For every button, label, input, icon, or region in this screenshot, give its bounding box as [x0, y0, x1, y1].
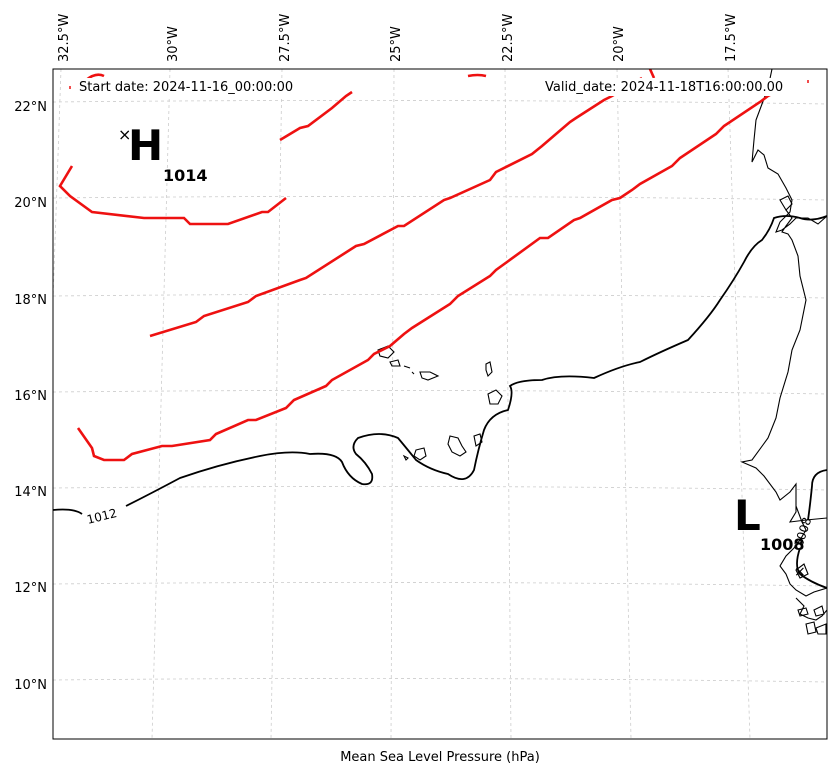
africa-coastline: [740, 69, 827, 621]
lat-tick-label: 16°N: [14, 389, 47, 404]
isobar-1014-south: [76, 88, 781, 462]
low-pressure-letter: L: [734, 491, 761, 540]
island-islet: [411, 371, 415, 375]
parallel-20n: [53, 196, 827, 201]
meridian-17-5w: [727, 69, 751, 739]
meridian-25w: [390, 69, 395, 739]
meridian-22-5w: [504, 69, 512, 739]
island-sal: [485, 361, 493, 378]
isobar-1014-north: [279, 90, 353, 142]
parallel-22n: [53, 100, 827, 105]
lon-tick-label: 32.5°W: [57, 14, 72, 62]
meridian-27-5w: [270, 69, 283, 739]
high-pressure-value: 1014: [163, 166, 208, 185]
lat-tick-label: 14°N: [14, 485, 47, 500]
x-axis-label: Mean Sea Level Pressure (hPa): [340, 750, 540, 765]
coastal-island: [779, 195, 793, 211]
coastal-island: [795, 563, 809, 579]
longitude-tick-labels: 32.5°W 30°W 27.5°W 25°W 22.5°W 20°W 17.5…: [57, 14, 739, 62]
isobar-1014-middle: [149, 76, 643, 338]
map-frame: [52, 68, 828, 740]
parallel-10n: [53, 678, 827, 683]
start-date-box: [66, 78, 314, 96]
lat-tick-label: 22°N: [14, 100, 47, 115]
coastal-island: [813, 605, 825, 617]
lon-tick-label: 20°W: [612, 26, 627, 62]
latitude-tick-labels: 22°N 20°N 18°N 16°N 14°N 12°N 10°N: [14, 100, 47, 693]
parallel-16n: [53, 390, 827, 395]
island-fogo: [413, 447, 427, 461]
lon-tick-label: 22.5°W: [501, 14, 516, 62]
parallel-18n: [53, 294, 827, 299]
map-area: [53, 69, 827, 739]
island-santiago: [447, 435, 467, 457]
coastal-island: [815, 623, 827, 635]
island-sao-vicente: [389, 359, 401, 367]
parallel-12n: [53, 582, 827, 587]
lon-tick-label: 17.5°W: [724, 14, 739, 62]
meridian-32-5w: [53, 69, 62, 301]
coastal-island: [797, 607, 809, 617]
island-maio: [473, 433, 483, 447]
low-center-marker: ×: [794, 564, 806, 580]
isobars-1014: [58, 69, 781, 462]
lat-tick-label: 18°N: [14, 293, 47, 308]
start-date-label: Start date: 2024-11-16_00:00:00: [79, 80, 293, 95]
isobar-1014-high-cell: [58, 165, 287, 226]
isobar-1012: [53, 215, 827, 515]
island-santa-luzia: [403, 365, 411, 369]
lon-tick-label: 25°W: [389, 26, 404, 62]
lat-tick-label: 12°N: [14, 581, 47, 596]
meridian-30w: [151, 69, 171, 739]
valid-date-label: Valid_date: 2024-11-18T16:00:00.00: [545, 80, 783, 95]
lat-tick-label: 20°N: [14, 196, 47, 211]
isobar-1008: [796, 469, 827, 589]
high-center-marker: ×: [118, 125, 131, 144]
valid-date-box: [540, 78, 808, 96]
island-brava: [402, 454, 409, 461]
meridian-20w: [616, 69, 632, 739]
graticule: [53, 69, 827, 739]
high-pressure-letter: H: [128, 121, 163, 170]
lon-tick-label: 27.5°W: [278, 14, 293, 62]
coastal-island: [805, 621, 817, 635]
island-sao-nicolau: [419, 371, 440, 381]
isobar-1014-top-right: [648, 69, 656, 79]
isobar-1014-top-center: [467, 73, 487, 78]
cape-verde-islands: [377, 345, 503, 461]
low-pressure-value: 1008: [760, 535, 805, 554]
island-boa-vista: [487, 389, 503, 405]
lat-tick-label: 10°N: [14, 678, 47, 693]
lon-tick-label: 30°W: [166, 26, 181, 62]
